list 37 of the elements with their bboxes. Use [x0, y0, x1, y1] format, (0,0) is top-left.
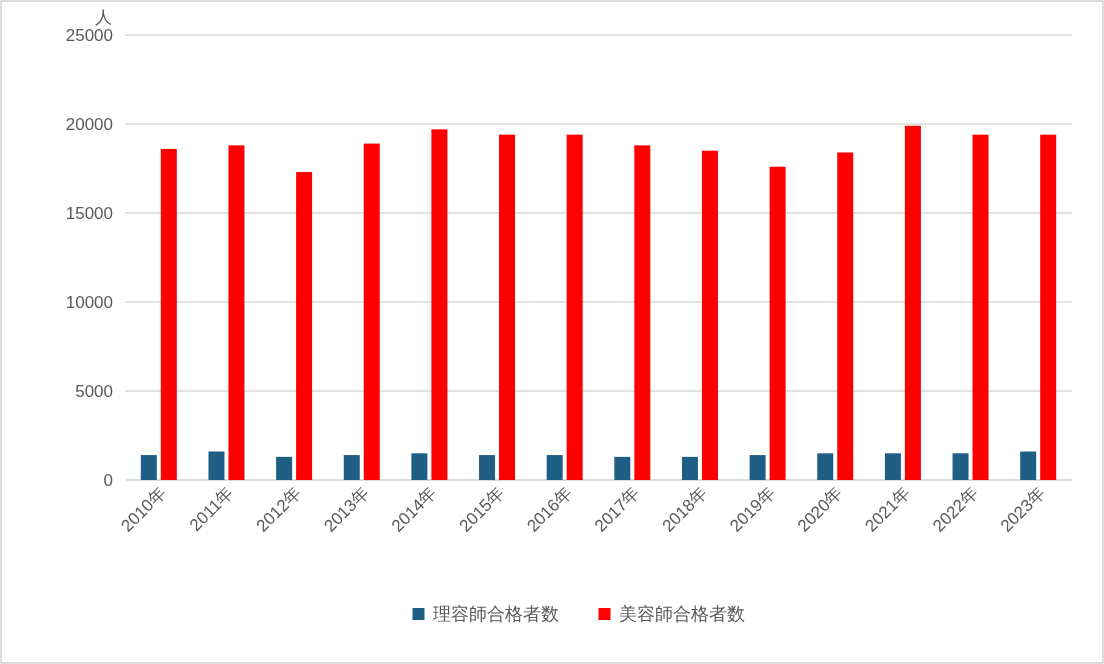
bar — [160, 148, 177, 480]
y-tick-label: 10000 — [65, 293, 113, 312]
bar — [343, 455, 360, 480]
bar — [837, 152, 854, 480]
bar — [769, 166, 786, 480]
bar — [546, 455, 563, 480]
bar — [749, 455, 766, 480]
legend-label: 理容師合格者数 — [432, 604, 559, 624]
bar — [634, 145, 651, 480]
bar — [411, 453, 428, 480]
bar — [276, 456, 293, 480]
bar — [431, 129, 448, 480]
y-tick-label: 15000 — [65, 204, 113, 223]
bar — [140, 455, 157, 480]
bar — [1040, 134, 1057, 480]
bar — [1020, 451, 1037, 480]
bar — [479, 455, 496, 480]
bar — [952, 453, 969, 480]
y-tick-label: 5000 — [75, 382, 113, 401]
bar — [701, 150, 718, 480]
bar — [566, 134, 583, 480]
y-axis-title: 人 — [95, 8, 112, 27]
legend-label: 美容師合格者数 — [618, 604, 745, 624]
y-tick-label: 0 — [103, 471, 113, 490]
bar — [972, 134, 989, 480]
bar — [296, 172, 313, 480]
bar — [884, 453, 901, 480]
bar — [817, 453, 834, 480]
y-tick-label: 20000 — [65, 115, 113, 134]
bar — [208, 451, 225, 480]
bar — [681, 456, 698, 480]
bar — [363, 143, 380, 480]
bar — [904, 125, 921, 480]
bar — [614, 456, 631, 480]
bar — [499, 134, 516, 480]
bar — [228, 145, 245, 480]
y-tick-label: 25000 — [65, 26, 113, 45]
